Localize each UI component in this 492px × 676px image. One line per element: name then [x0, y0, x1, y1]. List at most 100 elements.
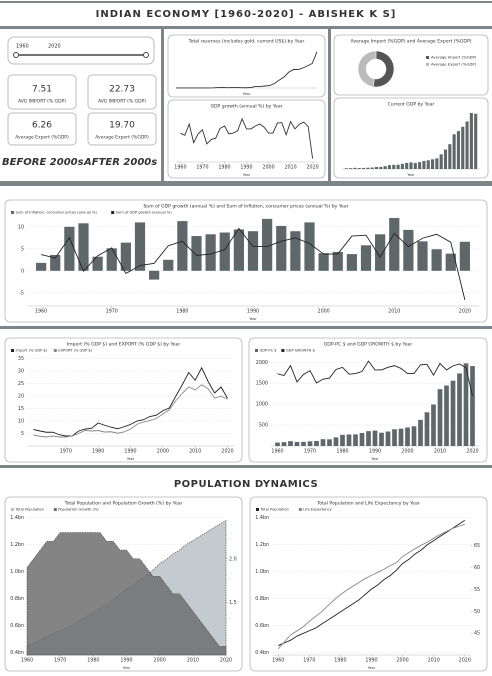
- bar: [457, 373, 462, 446]
- chart-frame: [4, 337, 243, 463]
- x-tick-label: 2000: [154, 658, 166, 664]
- bar: [465, 121, 469, 169]
- bar: [448, 144, 452, 169]
- bar: [362, 167, 366, 169]
- bar: [374, 166, 379, 169]
- bar: [346, 434, 352, 446]
- y2-tick-label: 55: [474, 587, 480, 593]
- section-rule: [0, 326, 492, 329]
- slicer-end: 2020: [48, 44, 61, 50]
- bar: [459, 241, 470, 271]
- x-tick-label: 1970: [303, 658, 315, 664]
- bar: [64, 226, 75, 271]
- slicer[interactable]: [7, 36, 155, 65]
- x-axis-title: Year: [371, 457, 379, 461]
- y-tick-label: 20: [18, 394, 24, 400]
- x-tick-label: 1960: [271, 449, 283, 455]
- y-tick-label: 35: [18, 356, 24, 362]
- kpi-card: [7, 74, 77, 110]
- x-tick-label: 2010: [428, 658, 440, 664]
- bar: [450, 380, 456, 446]
- line: [33, 366, 228, 437]
- bar: [452, 134, 456, 169]
- legend-label: EXPORT (% GDP $): [58, 349, 92, 353]
- bar: [417, 241, 428, 271]
- x-tick-label: 1990: [240, 165, 252, 171]
- chart-title: Average Import (%GDP) and Average Export…: [350, 39, 471, 45]
- kpi-card: [7, 112, 77, 146]
- y-tick-label: 30: [18, 369, 24, 375]
- x-tick-label: 1970: [196, 165, 208, 171]
- x-tick-label: 1990: [120, 658, 132, 664]
- x-axis-title: Year: [243, 173, 251, 177]
- bar: [134, 222, 146, 271]
- kpi-label: AVG IMPORT (% GDP): [18, 99, 66, 105]
- bar: [360, 245, 372, 271]
- area: [26, 532, 227, 656]
- bar: [353, 167, 357, 169]
- bar: [332, 251, 343, 271]
- bar: [396, 164, 400, 169]
- bar: [301, 441, 306, 446]
- x-tick-label: 1970: [304, 449, 316, 455]
- bar: [431, 159, 435, 169]
- period-label: BEFORE 2000s: [2, 157, 84, 168]
- x-tick-label: 2010: [189, 449, 201, 455]
- legend-label: GDP-PC $: [260, 349, 277, 353]
- x-axis-title: Year: [249, 317, 257, 321]
- bar: [247, 231, 259, 271]
- kpi-card: [87, 112, 157, 146]
- chart-frame: [4, 199, 488, 323]
- y-tick-label: 1.0bn: [255, 569, 269, 575]
- x-tick-label: 2010: [388, 309, 400, 315]
- bar: [344, 168, 348, 169]
- legend-swatch: [426, 56, 429, 59]
- kpi-label: AVG IMPORT (% GDP): [98, 99, 146, 105]
- bar: [389, 218, 400, 271]
- bar: [405, 162, 409, 169]
- bar: [262, 218, 273, 271]
- slider-handle[interactable]: [13, 52, 19, 58]
- x-tick-label: 2000: [396, 658, 408, 664]
- kpi-value: 22.73: [109, 85, 135, 95]
- x-tick-label: 2000: [401, 449, 413, 455]
- bar: [276, 225, 287, 271]
- bar: [349, 168, 353, 169]
- x-tick-label: 1960: [174, 165, 186, 171]
- bar: [290, 231, 301, 271]
- slider-handle[interactable]: [143, 52, 149, 58]
- y-tick-label: 1000: [256, 402, 268, 408]
- y-tick-label: 10: [18, 419, 24, 425]
- bar: [304, 222, 315, 271]
- x-tick-label: 2020: [220, 658, 232, 664]
- x-tick-label: 2020: [459, 309, 471, 315]
- y-tick-label: 1.0bn: [10, 569, 24, 575]
- y-tick-label: 0.4bn: [255, 650, 269, 656]
- bar: [385, 431, 391, 446]
- y-tick-label: 2000: [256, 360, 268, 366]
- bar: [333, 437, 339, 446]
- legend-label: Population Growth (%): [58, 508, 99, 512]
- line: [176, 51, 318, 89]
- legend-swatch: [256, 508, 259, 511]
- x-tick-label: 1980: [92, 449, 104, 455]
- x-tick-label: 1980: [336, 449, 348, 455]
- y2-tick-label: 65: [474, 543, 480, 549]
- x-tick-label: 2020: [221, 449, 233, 455]
- bar: [444, 385, 449, 446]
- pie-slice: [357, 50, 377, 88]
- x-tick-label: 1990: [365, 658, 377, 664]
- y2-tick-label: 1.5: [229, 600, 237, 606]
- bar: [437, 389, 443, 446]
- legend-swatch: [11, 508, 14, 511]
- y2-tick-label: 45: [474, 631, 480, 637]
- bar: [470, 366, 475, 446]
- bar: [431, 404, 436, 446]
- kpi-label: Average Export (%GDP): [15, 135, 69, 141]
- y2-tick-label: 2.0: [229, 556, 237, 562]
- bar: [474, 113, 478, 169]
- chart-frame: [167, 99, 326, 179]
- x-tick-label: 1960: [21, 658, 33, 664]
- x-tick-label: 1980: [87, 658, 99, 664]
